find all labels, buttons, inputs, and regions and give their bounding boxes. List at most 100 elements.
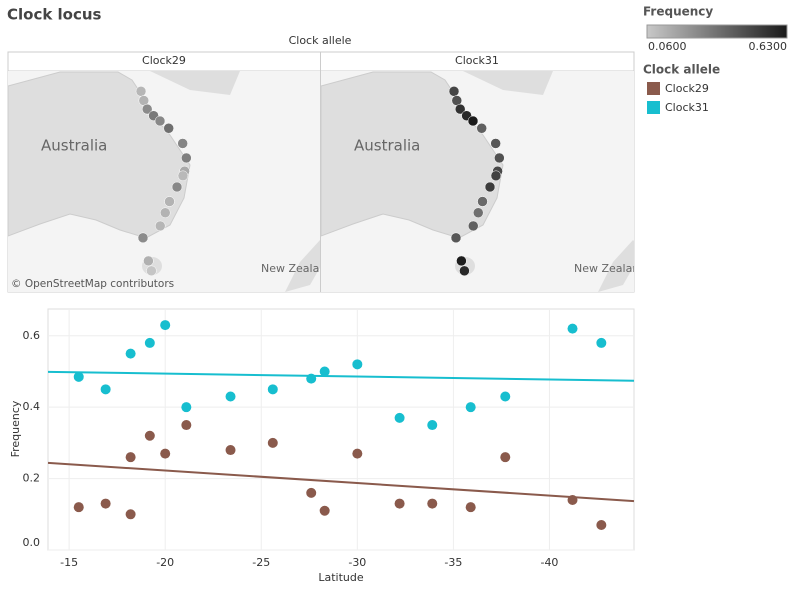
map-point [181,152,192,164]
point [567,495,578,506]
legend-label: Clock29 [665,82,709,95]
x-tick-label: -40 [540,556,558,569]
map-point [473,207,484,218]
legend-label: Clock31 [665,101,709,114]
map-point [137,232,149,244]
map-panel: Australia New Zealand [321,71,646,292]
land [150,71,240,95]
map-header: Clock allele [289,34,352,47]
attribution: © OpenStreetMap contributors [11,278,174,290]
point [100,384,111,395]
point [319,366,330,377]
y-tick-label: 0.6 [23,329,41,342]
point [125,348,136,359]
map-point [484,181,496,193]
panel-header: Clock29 [142,54,186,67]
point [596,337,607,348]
point [144,430,155,441]
map-point [476,123,487,134]
point [567,323,578,334]
map-point [490,170,502,182]
y-tick-label: 0.4 [23,400,41,413]
map-point [141,103,153,115]
color-legend-title: Frequency [643,5,713,19]
map-label: Australia [354,137,420,155]
map-point [456,255,467,267]
point [500,452,511,463]
x-tick-label: -30 [348,556,366,569]
y-tick-label: 0.2 [23,472,41,485]
point [144,337,155,348]
point [267,437,278,448]
map-point [155,220,166,232]
map-point [454,103,466,115]
point [73,502,84,513]
map-point [143,255,154,267]
plot-frame [47,308,635,551]
x-axis-label: Latitude [318,571,364,584]
panel-header: Clock31 [455,54,499,67]
map-point [177,138,188,149]
legend-swatch [647,101,660,114]
land [285,240,320,292]
point [225,391,236,402]
map-point [177,170,189,182]
map-point [160,207,171,218]
trend-line [47,461,635,503]
point [465,502,476,513]
trend-line [47,370,635,382]
point [225,445,236,456]
title: Clock locus [7,6,102,24]
point [125,452,136,463]
point [427,498,438,509]
x-tick-label: -35 [444,556,462,569]
map-point [448,86,460,97]
point [465,402,476,413]
y-axis-label: Frequency [9,400,22,457]
map-point [459,265,470,277]
point [125,509,136,520]
x-tick-label: -25 [252,556,270,569]
map-point [135,86,147,97]
color-min: 0.0600 [648,40,687,53]
point [500,391,511,402]
map-label: Australia [41,137,107,155]
legend-swatch [647,82,660,95]
map-point [477,196,488,207]
map-label: New Zealand [574,262,646,275]
point [596,520,607,531]
point [352,448,363,459]
y-tick-label: 0.0 [23,536,41,549]
point [306,487,317,498]
x-tick-label: -15 [60,556,78,569]
map-point [146,265,157,277]
map-point [490,138,501,149]
point [427,420,438,431]
land [598,240,634,292]
point [306,373,317,384]
map-label: New Zealand [261,262,333,275]
point [181,402,192,413]
point [73,371,84,382]
map-point [163,123,174,134]
color-max: 0.6300 [749,40,788,53]
map-point [154,115,166,127]
map-panel: Australia New Zealand [8,71,333,292]
point [181,420,192,431]
map-point [494,152,505,164]
point [160,448,171,459]
point [267,384,278,395]
map-point [468,220,479,232]
map-point [450,232,462,244]
point [352,359,363,370]
map-point [164,196,175,207]
x-tick-label: -20 [156,556,174,569]
map-point [171,181,183,193]
land [463,71,553,95]
map-point [467,115,479,127]
color-ramp [646,24,788,39]
point [319,505,330,516]
point [160,320,171,331]
point [394,412,405,423]
